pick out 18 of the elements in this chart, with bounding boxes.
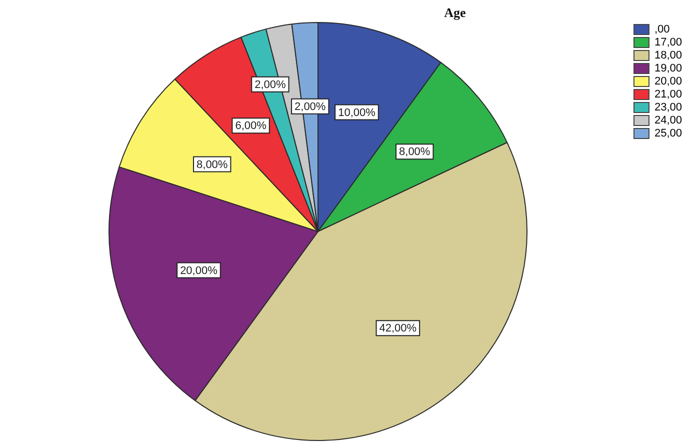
legend-label: 18,00: [654, 50, 682, 62]
data-label: 20,00%: [180, 264, 218, 277]
data-label: 10,00%: [338, 106, 376, 119]
legend-label: 25,00: [654, 128, 682, 140]
chart-title: Age: [443, 5, 467, 21]
data-label: 2,00%: [254, 78, 286, 91]
legend-label: 24,00: [654, 114, 682, 127]
data-label: 42,00%: [379, 322, 417, 335]
data-label: 2,00%: [294, 100, 326, 113]
legend-label: 20,00: [654, 76, 682, 88]
legend-label: ,00: [654, 24, 670, 36]
legend-label: 19,00: [654, 62, 682, 75]
data-label: 8,00%: [399, 146, 430, 158]
data-label: 6,00%: [235, 120, 267, 132]
legend-label: 23,00: [654, 102, 682, 114]
legend-label: 17,00: [654, 36, 682, 49]
data-label: 8,00%: [196, 158, 228, 171]
legend-label: 21,00: [654, 88, 682, 101]
